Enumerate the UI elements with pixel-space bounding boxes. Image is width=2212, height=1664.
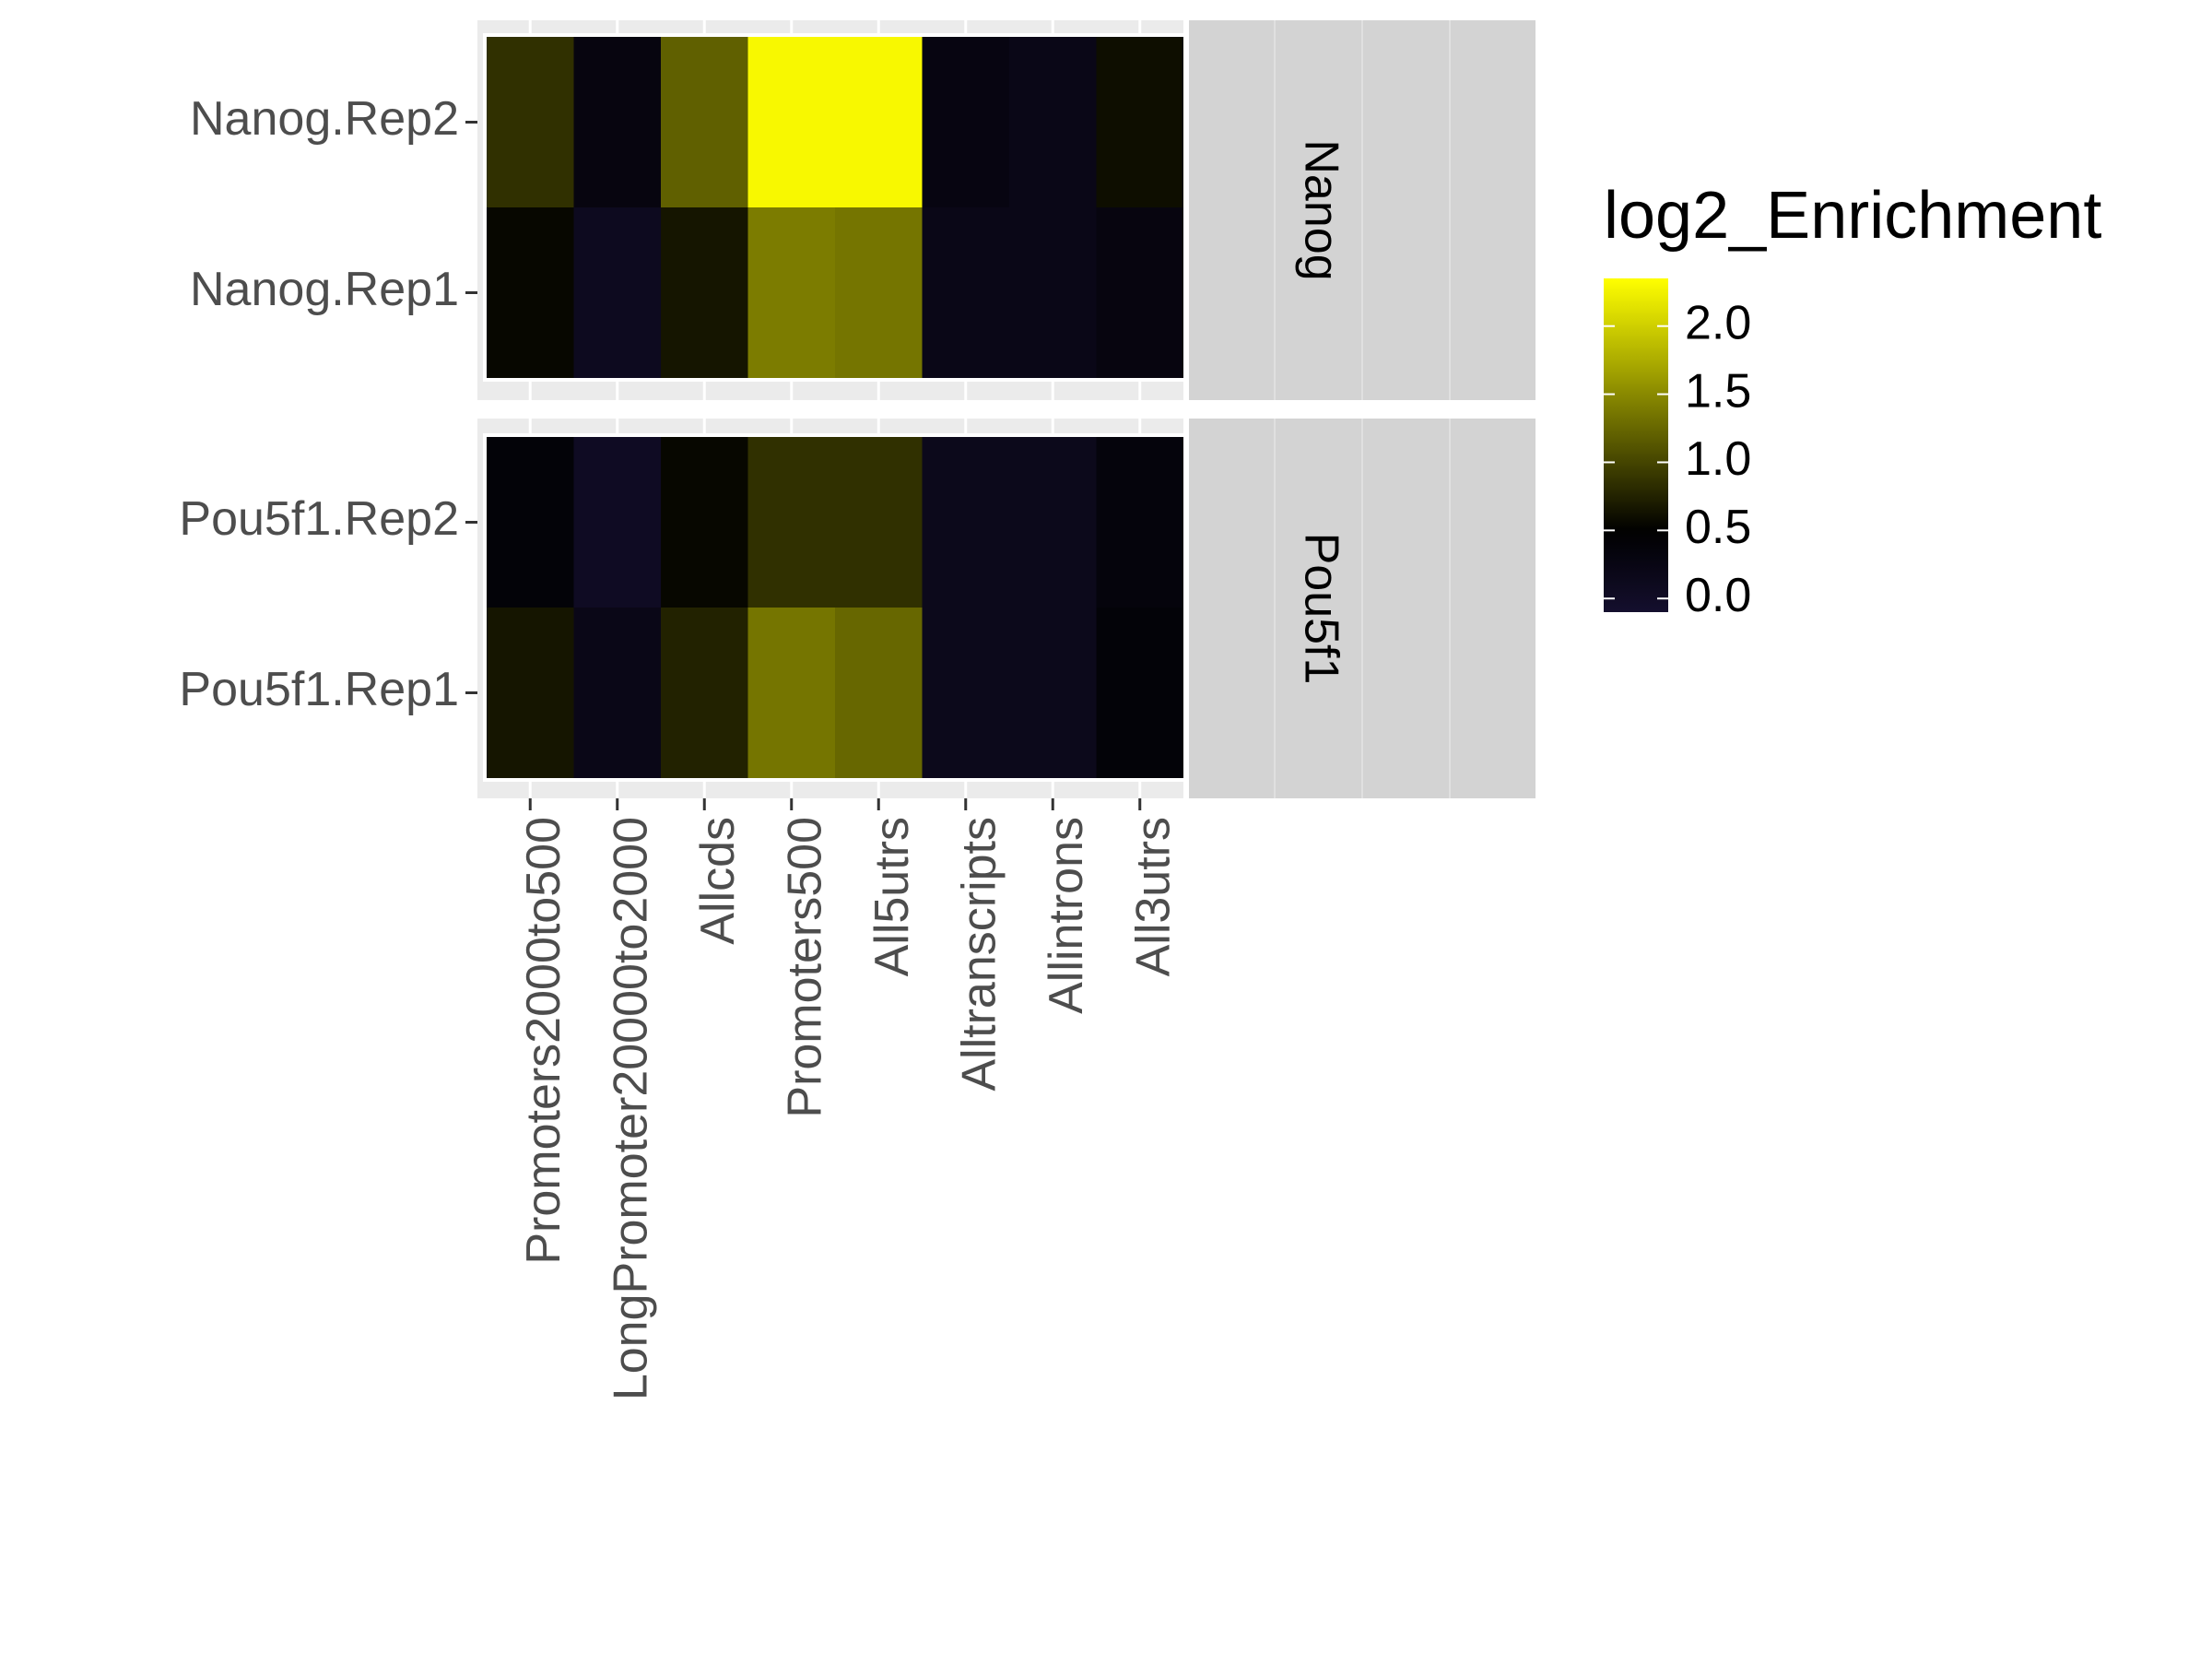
x-tick-label: All3utrs — [1126, 817, 1180, 976]
heatmap-cell — [1096, 437, 1184, 608]
heatmap-cell — [835, 608, 924, 779]
heatmap-cell — [1009, 608, 1098, 779]
legend-label: 1.0 — [1685, 432, 1751, 486]
heatmap-cell — [747, 437, 836, 608]
x-tick-label: Allcds — [691, 817, 745, 945]
legend-title: log2_Enrichment — [1604, 179, 2101, 253]
heatmap-cell — [487, 37, 575, 208]
heatmap-cell — [835, 37, 924, 208]
facet-strip-label: Nanog — [1294, 139, 1347, 280]
legend-label: 1.5 — [1685, 364, 1751, 418]
y-tick-label: Nanog.Rep1 — [190, 263, 459, 316]
heatmap-cell — [747, 207, 836, 379]
heatmap-cell — [1096, 207, 1184, 379]
x-tick-label: LongPromoter20000to2000 — [604, 817, 657, 1400]
heatmap-cell — [573, 608, 662, 779]
heatmap-cell — [487, 608, 575, 779]
panel-tile-border — [483, 433, 1187, 782]
y-tick-label: Pou5f1.Rep1 — [179, 663, 459, 716]
heatmap-cell — [922, 207, 1010, 379]
panel-tile-border — [483, 33, 1187, 382]
heatmap-cell — [573, 437, 662, 608]
y-tick-label: Nanog.Rep2 — [190, 92, 459, 146]
heatmap-cell — [922, 37, 1010, 208]
legend-colorbar — [1604, 278, 1668, 612]
heatmap-cell — [922, 608, 1010, 779]
heatmap-cell — [661, 207, 749, 379]
heatmap-cell — [922, 437, 1010, 608]
y-tick-label: Pou5f1.Rep2 — [179, 492, 459, 546]
facet-strip-label: Pou5f1 — [1294, 533, 1347, 685]
heatmap-cell — [661, 608, 749, 779]
x-tick-label: Promoters2000to500 — [517, 817, 571, 1265]
legend-label: 2.0 — [1685, 296, 1751, 349]
heatmap-cell — [747, 608, 836, 779]
legend-label: 0.0 — [1685, 569, 1751, 622]
heatmap-cell — [487, 207, 575, 379]
heatmap-cell — [1009, 437, 1098, 608]
x-tick-label: Allintrons — [1040, 817, 1093, 1014]
heatmap-cell — [1096, 37, 1184, 208]
heatmap-cell — [835, 437, 924, 608]
legend-label: 0.5 — [1685, 501, 1751, 554]
heatmap-cell — [1009, 37, 1098, 208]
heatmap-cell — [573, 37, 662, 208]
heatmap-cell — [1096, 608, 1184, 779]
x-tick-label: Promoters500 — [778, 817, 831, 1118]
heatmap-cell — [661, 37, 749, 208]
heatmap-cell — [835, 207, 924, 379]
heatmap-cell — [747, 37, 836, 208]
heatmap-cell — [661, 437, 749, 608]
heatmap-cell — [487, 437, 575, 608]
x-tick-label: Alltranscripts — [952, 817, 1006, 1092]
heatmap-cell — [573, 207, 662, 379]
heatmap-cell — [1009, 207, 1098, 379]
x-tick-label: All5utrs — [865, 817, 919, 976]
